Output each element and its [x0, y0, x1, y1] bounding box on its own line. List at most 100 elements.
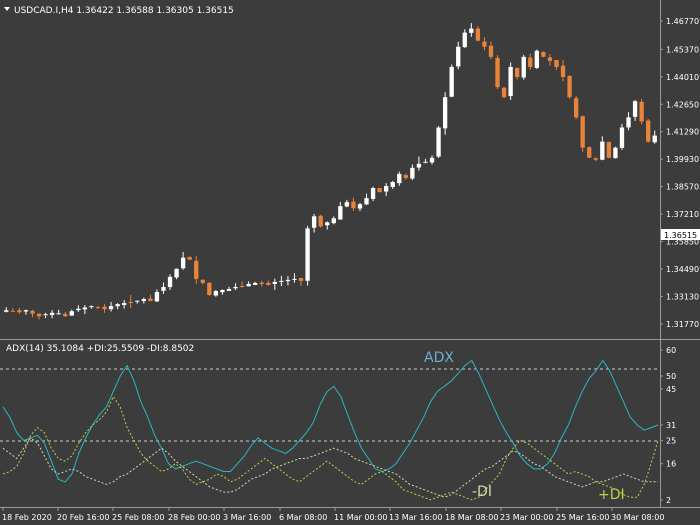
bear-candle [475, 28, 481, 41]
bear-candle [36, 313, 42, 317]
price-tick-label: 1.35850 [666, 238, 699, 247]
bear-candle [95, 307, 101, 309]
bear-candle [377, 188, 382, 193]
bear-candle [128, 301, 133, 303]
bull-candle [272, 281, 277, 284]
indicator-panel-header: ADX(14) 35.1084 +DI:25.5509 -DI:8.8502 [6, 344, 194, 354]
bull-candle [384, 186, 389, 192]
bull-candle [122, 303, 127, 306]
bull-candle [370, 188, 376, 199]
price-panel-header: USDCAD.I,H4 1.36422 1.36588 1.36305 1.36… [14, 6, 234, 16]
bear-candle [501, 87, 507, 98]
adx-label: ADX [424, 350, 454, 366]
bear-candle [10, 310, 15, 312]
indicator-tick-label: 50 [666, 372, 676, 381]
bull-candle [305, 228, 310, 281]
bull-candle [632, 101, 638, 117]
bull-candle [174, 268, 179, 278]
bull-candle [213, 290, 219, 296]
symbol-menu-icon[interactable] [4, 7, 10, 11]
bear-candle [547, 57, 553, 61]
candlestick-series [4, 23, 657, 320]
time-tick-label: 23 Mar 00:00 [500, 513, 553, 522]
indicator-tick-label: 45 [666, 385, 676, 394]
bear-candle [148, 298, 153, 302]
bull-candle [180, 257, 186, 269]
bear-candle [298, 278, 304, 281]
time-tick-label: 11 Mar 00:00 [334, 513, 387, 522]
bull-candle [279, 280, 284, 282]
bear-candle [30, 310, 35, 314]
bear-candle [102, 306, 107, 310]
bear-candle [488, 45, 494, 57]
bull-candle [613, 147, 618, 159]
bear-candle [528, 57, 533, 67]
bull-candle [108, 306, 114, 310]
time-tick-label: 20 Feb 16:00 [57, 513, 109, 522]
bull-candle [442, 97, 448, 129]
bear-candle [573, 98, 579, 118]
bull-candle [338, 206, 343, 220]
price-tick-label: 1.38570 [666, 183, 699, 192]
bear-candle [403, 175, 408, 178]
bull-candle [390, 181, 395, 187]
bull-candle [364, 198, 369, 205]
adx-line [2, 359, 659, 483]
plus-di-label: +DI [598, 487, 625, 503]
price-tick-label: 1.41290 [666, 128, 699, 137]
bear-candle [593, 158, 598, 160]
price-tick-label: 1.37210 [666, 210, 699, 219]
bull-candle [357, 204, 363, 209]
time-tick-label: 18 Feb 2020 [2, 513, 52, 522]
indicator-tick-label: 16 [666, 460, 676, 469]
bull-candle [4, 310, 9, 312]
bear-candle [259, 282, 264, 284]
indicator-tick-label: 25 [666, 436, 676, 445]
bear-candle [200, 279, 205, 283]
bull-candle [56, 313, 61, 315]
adx-indicator-lines [2, 359, 659, 501]
price-tick-label: 1.34490 [666, 265, 699, 274]
bull-candle [43, 314, 48, 316]
bull-candle [619, 127, 625, 148]
bear-candle [266, 282, 271, 285]
current-price-label: 1.36515 [664, 231, 697, 240]
bull-candle [220, 289, 225, 293]
time-tick-label: 25 Feb 08:00 [112, 513, 164, 522]
price-tick-label: 1.44010 [666, 73, 699, 82]
indicator-tick-label: 60 [666, 346, 676, 355]
plus-di-line [2, 395, 659, 501]
bull-candle [449, 66, 454, 97]
bull-candle [285, 279, 291, 282]
bull-candle [344, 202, 350, 207]
bull-candle [141, 299, 146, 302]
time-tick-label: 13 Mar 16:00 [389, 513, 442, 522]
bear-candle [606, 141, 612, 158]
bull-candle [325, 222, 330, 226]
bear-candle [482, 41, 487, 47]
bear-candle [63, 313, 68, 317]
bull-candle [456, 46, 461, 67]
bull-candle [76, 308, 81, 311]
time-tick-label: 28 Feb 00:00 [168, 513, 220, 522]
bear-candle [194, 260, 199, 279]
bull-candle [226, 288, 232, 291]
bear-candle [187, 256, 192, 260]
bull-candle [397, 173, 402, 184]
price-tick-label: 1.46770 [666, 17, 699, 26]
bear-candle [318, 215, 323, 227]
bull-candle [626, 117, 631, 128]
price-axis-ticks: 1.46770 1.45370 1.44010 1.42650 1.41290 1.399… [660, 17, 699, 329]
bull-candle [89, 306, 94, 308]
bull-candle [462, 32, 467, 48]
price-tick-label: 1.42650 [666, 100, 699, 109]
price-tick-label: 1.45370 [666, 45, 699, 54]
bull-candle [652, 135, 657, 143]
bull-candle [115, 304, 120, 307]
time-tick-label: 18 Mar 08:00 [445, 513, 498, 522]
minus-di-label: -DI [472, 484, 492, 500]
bull-candle [233, 286, 238, 289]
bear-candle [351, 201, 356, 209]
time-axis-ticks: 18 Feb 2020 20 Feb 16:00 25 Feb 08:00 28 Fe… [2, 507, 664, 522]
